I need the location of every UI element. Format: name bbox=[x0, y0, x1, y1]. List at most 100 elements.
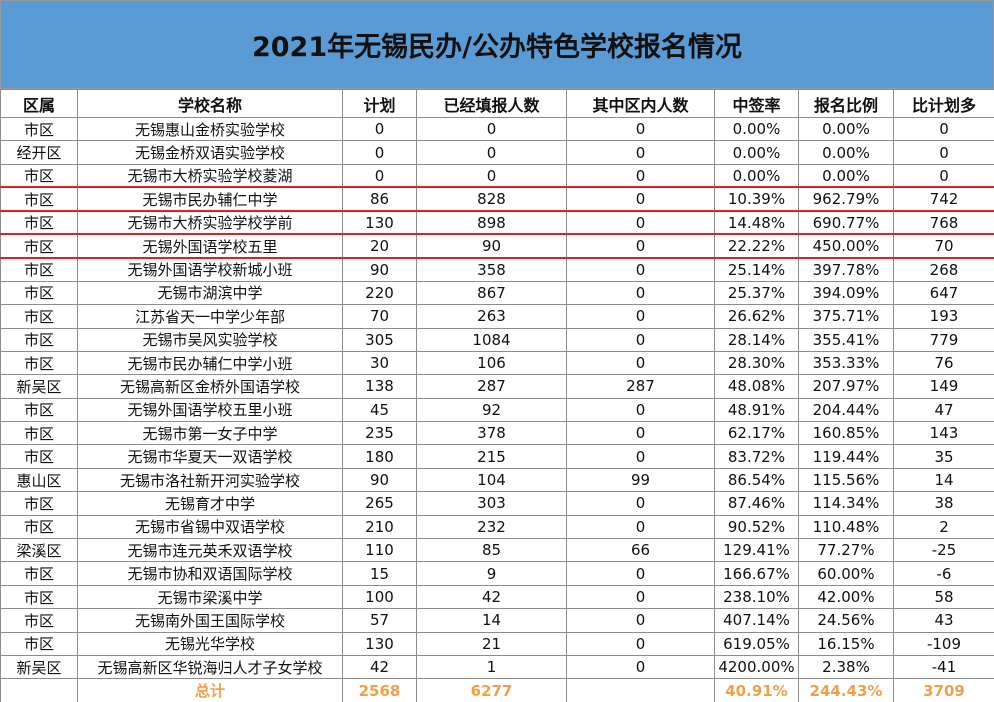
cell: 83.72% bbox=[714, 444, 799, 469]
cell: 90 bbox=[416, 233, 567, 259]
cell: 58 bbox=[893, 584, 994, 610]
header-cell: 其中区内人数 bbox=[566, 89, 715, 118]
cell: 42 bbox=[416, 584, 567, 610]
row: 市区 无锡市吴风实验学校 305 1084 0 28.14% 355.41% 779 bbox=[0, 327, 994, 352]
cell: 358 bbox=[416, 257, 567, 282]
cell: 397.78% bbox=[798, 257, 894, 282]
cell: 375.71% bbox=[798, 304, 894, 329]
cell: 4200.00% bbox=[714, 654, 799, 680]
row: 市区 无锡南外国王国际学校 57 14 0 407.14% 24.56% 43 bbox=[0, 608, 994, 633]
cell: 378 bbox=[416, 421, 567, 446]
cell: 129.41% bbox=[714, 538, 799, 563]
cell: 28.14% bbox=[714, 327, 799, 352]
cell: 0 bbox=[566, 280, 715, 306]
cell: 86.54% bbox=[714, 467, 799, 493]
cell: 193 bbox=[893, 304, 994, 329]
cell: 268 bbox=[893, 257, 994, 282]
empty-cell bbox=[566, 678, 715, 702]
cell: 0 bbox=[566, 210, 715, 235]
cell: 110.48% bbox=[798, 514, 894, 540]
cell: 无锡外国语学校新城小班 bbox=[77, 257, 343, 282]
cell: 119.44% bbox=[798, 444, 894, 469]
cell: 115.56% bbox=[798, 467, 894, 493]
cell: 0 bbox=[416, 116, 567, 142]
row: 市区 无锡外国语学校五里小班 45 92 0 48.91% 204.44% 47 bbox=[0, 397, 994, 423]
cell: 无锡惠山金桥实验学校 bbox=[77, 116, 343, 142]
cell: 市区 bbox=[0, 280, 78, 306]
cell: 138 bbox=[342, 374, 417, 399]
cell: -25 bbox=[893, 538, 994, 563]
cell: 220 bbox=[342, 280, 417, 306]
cell: 无锡南外国王国际学校 bbox=[77, 608, 343, 633]
cell: 0.00% bbox=[714, 163, 799, 189]
cell: 22.22% bbox=[714, 233, 799, 259]
cell: 100 bbox=[342, 584, 417, 610]
total-row: 总计 2568 6277 40.91% 244.43% 3709 bbox=[0, 678, 994, 702]
cell: 90 bbox=[342, 257, 417, 282]
row: 市区 无锡市湖滨中学 220 867 0 25.37% 394.09% 647 bbox=[0, 280, 994, 306]
cell: 149 bbox=[893, 374, 994, 399]
cell: 450.00% bbox=[798, 233, 894, 259]
cell: 无锡市第一女子中学 bbox=[77, 421, 343, 446]
cell: 0 bbox=[566, 327, 715, 352]
empty-cell bbox=[0, 678, 78, 702]
row: 新吴区 无锡高新区华锐海归人才子女学校 42 1 0 4200.00% 2.38% -41 bbox=[0, 654, 994, 680]
cell: 0 bbox=[566, 187, 715, 212]
cell: 0 bbox=[566, 397, 715, 423]
cell: 无锡外国语学校五里小班 bbox=[77, 397, 343, 423]
header-cell: 报名比例 bbox=[798, 89, 894, 118]
row: 市区 无锡惠山金桥实验学校 0 0 0 0.00% 0.00% 0 bbox=[0, 116, 994, 142]
cell: 106 bbox=[416, 350, 567, 376]
row: 市区 无锡市大桥实验学校菱湖 0 0 0 0.00% 0.00% 0 bbox=[0, 163, 994, 189]
cell: 28.30% bbox=[714, 350, 799, 376]
header-cell: 中签率 bbox=[714, 89, 799, 118]
cell: 0 bbox=[893, 116, 994, 142]
row: 市区 无锡市省锡中双语学校 210 232 0 90.52% 110.48% 2 bbox=[0, 514, 994, 540]
total-cell: 6277 bbox=[416, 678, 567, 702]
cell: 14 bbox=[893, 467, 994, 493]
cell: 86 bbox=[342, 187, 417, 212]
cell: 0 bbox=[566, 257, 715, 282]
total-cell: 总计 bbox=[77, 678, 343, 702]
cell: 143 bbox=[893, 421, 994, 446]
cell: 0 bbox=[342, 116, 417, 142]
total-cell: 3709 bbox=[893, 678, 994, 702]
cell: 市区 bbox=[0, 304, 78, 329]
cell: 898 bbox=[416, 210, 567, 235]
cell: 25.14% bbox=[714, 257, 799, 282]
cell: 0 bbox=[566, 444, 715, 469]
cell: 0 bbox=[342, 163, 417, 189]
cell: 市区 bbox=[0, 187, 78, 212]
cell: 2.38% bbox=[798, 654, 894, 680]
highlight-line bbox=[0, 210, 994, 212]
total-cell: 2568 bbox=[342, 678, 417, 702]
cell: 市区 bbox=[0, 421, 78, 446]
cell: 1084 bbox=[416, 327, 567, 352]
cell: 207.97% bbox=[798, 374, 894, 399]
cell: 江苏省天一中学少年部 bbox=[77, 304, 343, 329]
cell: 市区 bbox=[0, 631, 78, 656]
cell: 0 bbox=[566, 514, 715, 540]
cell: 130 bbox=[342, 631, 417, 656]
cell: 353.33% bbox=[798, 350, 894, 376]
cell: 114.34% bbox=[798, 491, 894, 516]
cell: -109 bbox=[893, 631, 994, 656]
cell: 768 bbox=[893, 210, 994, 235]
row: 市区 无锡市民办辅仁中学 86 828 0 10.39% 962.79% 742 bbox=[0, 187, 994, 212]
cell: 87.46% bbox=[714, 491, 799, 516]
row: 新吴区 无锡高新区金桥外国语学校 138 287 287 48.08% 207.97% 149 bbox=[0, 374, 994, 399]
cell: 35 bbox=[893, 444, 994, 469]
cell: 0.00% bbox=[798, 140, 894, 165]
cell: 90.52% bbox=[714, 514, 799, 540]
cell: 26.62% bbox=[714, 304, 799, 329]
cell: 0 bbox=[566, 654, 715, 680]
highlight-line bbox=[0, 186, 994, 188]
cell: 无锡外国语学校五里 bbox=[77, 233, 343, 259]
cell: 惠山区 bbox=[0, 467, 78, 493]
cell: 无锡市连元英禾双语学校 bbox=[77, 538, 343, 563]
cell: 76 bbox=[893, 350, 994, 376]
cell: 无锡市梁溪中学 bbox=[77, 584, 343, 610]
cell: 无锡市省锡中双语学校 bbox=[77, 514, 343, 540]
row: 市区 无锡市梁溪中学 100 42 0 238.10% 42.00% 58 bbox=[0, 584, 994, 610]
